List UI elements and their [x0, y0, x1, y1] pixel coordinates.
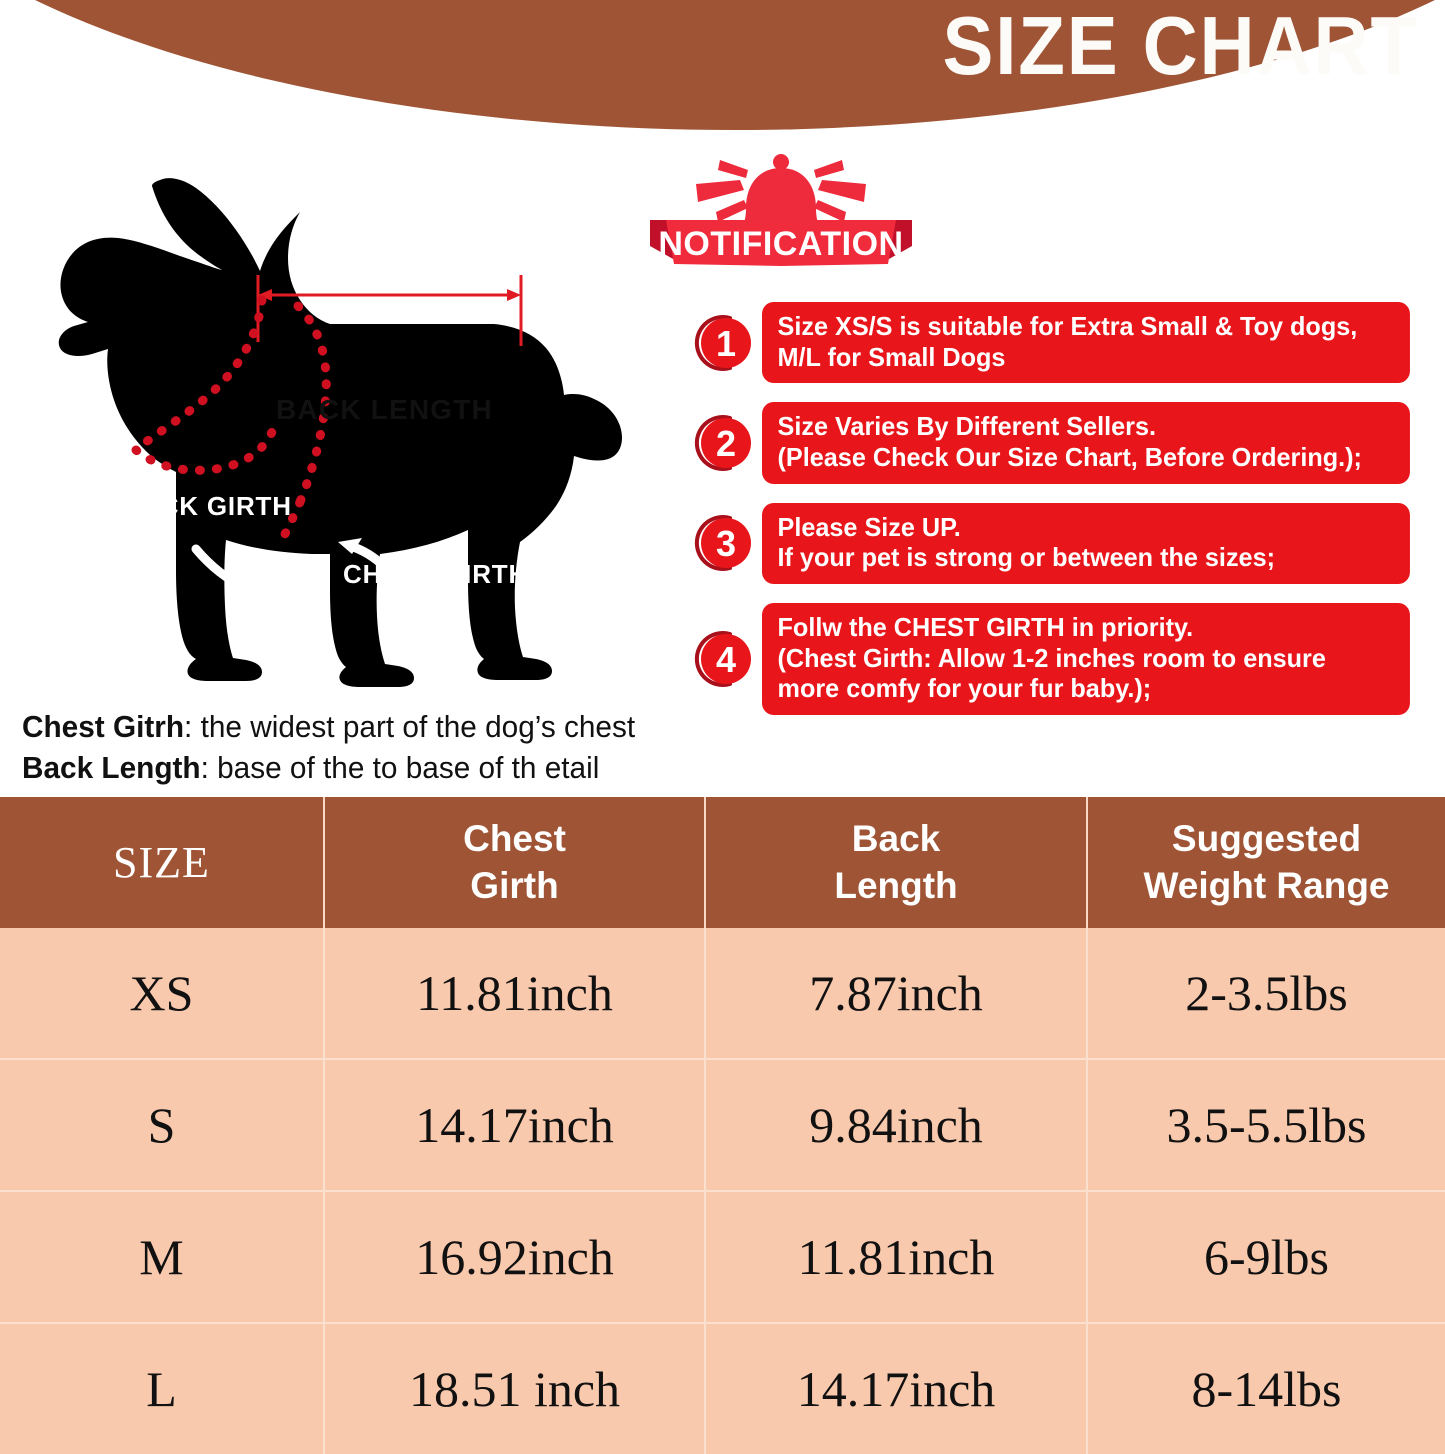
notification-item-1: 1 Size XS/S is suitable for Extra Small … [690, 302, 1430, 384]
cell-back-length: 14.17inch [705, 1323, 1088, 1454]
table-row: L 18.51 inch 14.17inch 8-14lbs [0, 1323, 1445, 1454]
notification-item-4: 4 Follw the CHEST GIRTH in priority. (Ch… [690, 603, 1430, 716]
cell-size: S [0, 1059, 325, 1192]
table-row: M 16.92inch 11.81inch 6-9lbs [0, 1191, 1445, 1324]
definition-desc-back: : base of the to base of th etail [200, 750, 600, 786]
cell-back-length: 7.87inch [705, 928, 1088, 1060]
svg-text:2: 2 [716, 423, 736, 464]
dog-silhouette-icon [58, 178, 622, 687]
definition-desc-chest: : the widest part of the dog’s chest [184, 709, 636, 744]
chest-girth-label: CHEST GIRTH [343, 559, 529, 589]
cell-weight-range: 3.5-5.5lbs [1087, 1059, 1445, 1192]
definition-back-length: Back Length: base of the to base of th e… [22, 747, 635, 788]
cell-size: XS [0, 928, 325, 1060]
column-header-chest-girth: Chest Girth [324, 797, 706, 928]
table-row: S 14.17inch 9.84inch 3.5-5.5lbs [0, 1059, 1445, 1192]
notification-bell-icon: NOTIFICATION [650, 154, 912, 266]
notification-banner-label: NOTIFICATION [658, 225, 903, 263]
neck-girth-label: NECK GIRTH [122, 491, 292, 521]
measurement-definitions: Chest Gitrh: the widest part of the dog’… [22, 706, 635, 788]
page-title: SIZE CHART [942, 0, 1419, 92]
cell-size: M [0, 1191, 325, 1324]
notification-text-3: Please Size UP. If your pet is strong or… [762, 502, 1410, 585]
number-badge-4: 4 [690, 628, 754, 690]
cell-weight-range: 6-9lbs [1087, 1191, 1445, 1324]
cell-chest-girth: 11.81inch [324, 928, 706, 1060]
cell-back-length: 9.84inch [705, 1059, 1088, 1192]
cell-chest-girth: 14.17inch [324, 1059, 706, 1192]
notification-text-1: Size XS/S is suitable for Extra Small & … [762, 302, 1410, 384]
table-row: XS 11.81inch 7.87inch 2-3.5lbs [0, 928, 1445, 1060]
notification-text-4: Follw the CHEST GIRTH in priority. (Ches… [762, 603, 1410, 716]
column-header-back-length: Back Length [705, 797, 1088, 928]
notification-list: 1 Size XS/S is suitable for Extra Small … [690, 302, 1430, 734]
notification-banner: NOTIFICATION [636, 142, 926, 267]
size-chart-table: SIZE Chest Girth Back Length Suggested W… [0, 797, 1445, 1454]
cell-size: L [0, 1323, 325, 1454]
table-header-row: SIZE Chest Girth Back Length Suggested W… [0, 797, 1445, 928]
svg-text:4: 4 [716, 639, 736, 680]
notification-text-2: Size Varies By Different Sellers. (Pleas… [762, 402, 1410, 484]
number-badge-3: 3 [690, 512, 754, 574]
definition-chest-girth: Chest Gitrh: the widest part of the dog’… [22, 706, 635, 747]
cell-back-length: 11.81inch [705, 1191, 1088, 1324]
number-badge-1: 1 [690, 312, 754, 374]
cell-weight-range: 2-3.5lbs [1087, 928, 1445, 1060]
back-length-label: BACK LENGTH [276, 394, 493, 425]
header-banner: SIZE CHART [0, 0, 1445, 135]
cell-chest-girth: 16.92inch [324, 1191, 706, 1324]
cell-weight-range: 8-14lbs [1087, 1323, 1445, 1454]
definition-term-back: Back Length [22, 750, 201, 786]
notification-item-3: 3 Please Size UP. If your pet is strong … [690, 502, 1430, 585]
definition-term-chest: Chest Gitrh [22, 709, 185, 744]
dog-measurement-diagram: BACK LENGTH NECK GIRTH CHEST GIRTH [0, 150, 640, 695]
notification-item-2: 2 Size Varies By Different Sellers. (Ple… [690, 402, 1430, 484]
number-badge-2: 2 [690, 412, 754, 474]
column-header-weight-range: Suggested Weight Range [1087, 797, 1445, 928]
column-header-size: SIZE [0, 797, 325, 928]
cell-chest-girth: 18.51 inch [324, 1323, 706, 1454]
svg-text:1: 1 [716, 323, 736, 364]
svg-text:3: 3 [716, 523, 736, 564]
